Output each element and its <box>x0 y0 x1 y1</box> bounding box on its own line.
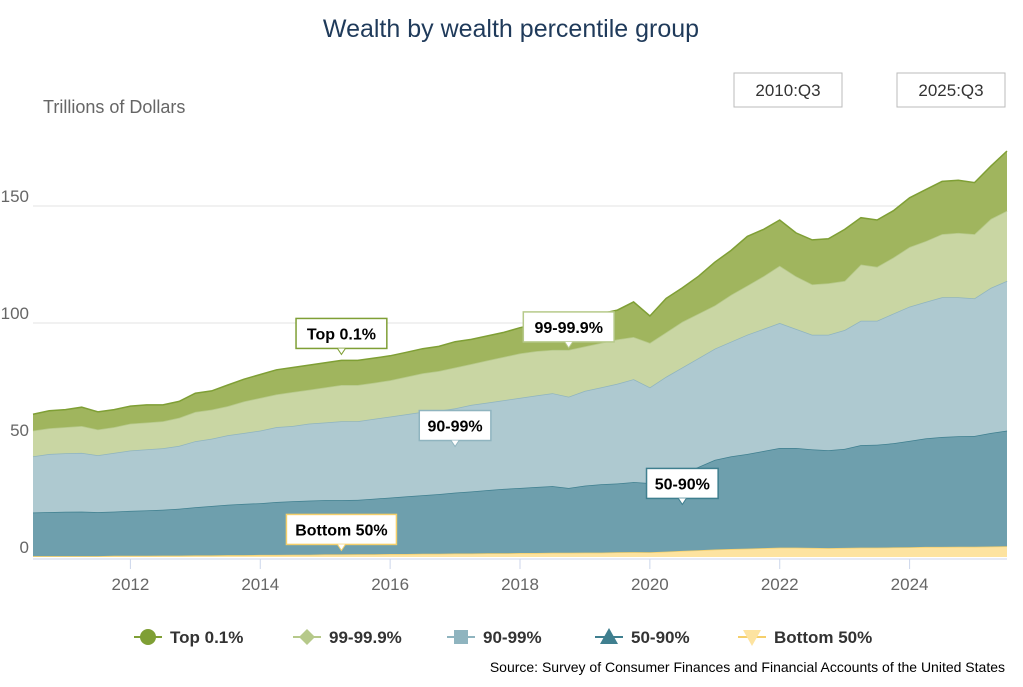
axes: 0 50 100 150 2012 2014 2016 2018 2020 2022 2024 <box>1 187 1007 594</box>
stacked-areas <box>32 150 1008 557</box>
annotation-label: Bottom 50% <box>295 522 387 539</box>
y-axis-label: Trillions of Dollars <box>43 97 185 117</box>
annotation-pointer <box>564 341 574 349</box>
y-tick-label: 50 <box>10 421 29 440</box>
triangle-down-icon <box>743 630 761 646</box>
legend: Top 0.1% 99-99.9% 90-99% 50-90% Bottom 50% <box>134 628 872 647</box>
area-bottom-50- <box>33 546 1007 557</box>
annotation-label: 50-90% <box>655 476 710 493</box>
annotation-label: 99-99.9% <box>534 320 603 337</box>
line-top-0-1- <box>32 150 1008 415</box>
legend-label: Top 0.1% <box>170 628 243 647</box>
annotations: Bottom 50% 50-90% 90-99% 99-99.9% Top 0.1% <box>285 311 719 552</box>
annotation-box <box>295 317 388 350</box>
annotation-label: Top 0.1% <box>307 326 376 343</box>
x-tick-label: 2012 <box>111 575 149 594</box>
legend-label: Bottom 50% <box>774 628 872 647</box>
x-tick-label: 2018 <box>501 575 539 594</box>
y-tick-label: 0 <box>20 538 29 557</box>
source-note: Source: Survey of Consumer Finances and … <box>490 659 1005 675</box>
annotation-50-90-: 50-90% <box>645 467 719 506</box>
range-to-label: 2025:Q3 <box>918 81 983 100</box>
x-tick-label: 2024 <box>891 575 929 594</box>
annotation-90-99-: 90-99% <box>418 409 492 448</box>
annotation-pointer <box>450 440 460 448</box>
area-50-90- <box>33 430 1007 557</box>
x-tick-label: 2022 <box>761 575 799 594</box>
diamond-icon <box>299 629 315 645</box>
legend-item-50-90-[interactable]: 50-90% <box>595 628 690 647</box>
y-tick-label: 100 <box>1 304 29 323</box>
square-icon <box>454 630 468 644</box>
x-tick-label: 2014 <box>241 575 279 594</box>
annotation-top-0-1-: Top 0.1% <box>295 317 388 356</box>
legend-item-top-0-1-[interactable]: Top 0.1% <box>134 628 243 647</box>
legend-label: 90-99% <box>483 628 542 647</box>
legend-label: 99-99.9% <box>329 628 402 647</box>
range-to-button[interactable]: 2025:Q3 <box>896 72 1006 108</box>
legend-item-99-99-9-[interactable]: 99-99.9% <box>293 628 402 647</box>
circle-icon <box>140 629 156 645</box>
legend-item-90-99-[interactable]: 90-99% <box>447 628 542 647</box>
legend-label: 50-90% <box>631 628 690 647</box>
annotation-pointer <box>337 544 346 552</box>
annotation-box <box>645 467 719 500</box>
range-from-button[interactable]: 2010:Q3 <box>733 72 843 108</box>
legend-item-bottom-50-[interactable]: Bottom 50% <box>738 628 872 647</box>
annotation-label: 90-99% <box>427 419 482 436</box>
x-tick-label: 2020 <box>631 575 669 594</box>
annotation-99-99-9-: 99-99.9% <box>522 311 615 349</box>
annotation-box <box>522 311 615 343</box>
annotation-pointer <box>677 498 687 506</box>
triangle-icon <box>600 628 618 644</box>
annotation-box <box>285 513 398 546</box>
x-tick-label: 2016 <box>371 575 409 594</box>
chart-title: Wealth by wealth percentile group <box>323 15 699 43</box>
annotation-bottom-50-: Bottom 50% <box>285 513 398 552</box>
range-from-label: 2010:Q3 <box>755 81 820 100</box>
annotation-pointer <box>337 348 346 356</box>
y-tick-label: 150 <box>1 187 29 206</box>
area-90-99- <box>33 280 1007 513</box>
